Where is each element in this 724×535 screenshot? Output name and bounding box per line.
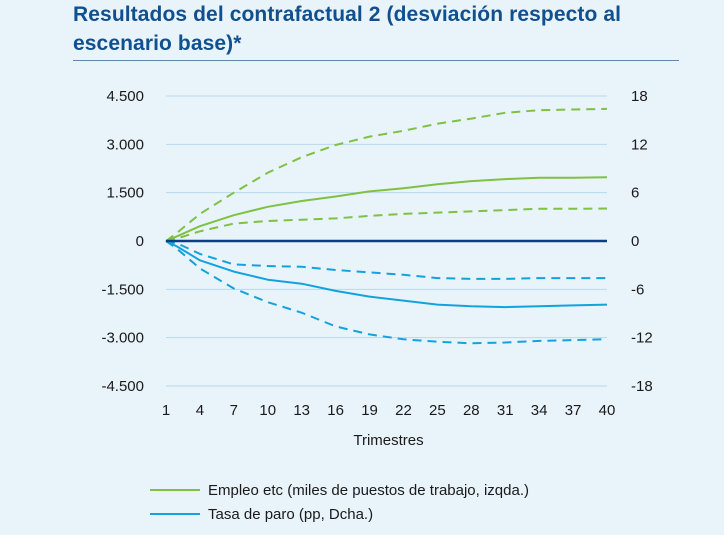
legend-label-paro: Tasa de paro (pp, Dcha.): [208, 505, 374, 523]
y-left-tick-label: 0: [136, 233, 144, 250]
x-tick-label: 4: [196, 402, 204, 419]
series-paro-upper-band: [165, 240, 607, 280]
x-tick-label: 10: [259, 402, 276, 419]
x-tick-label: 40: [599, 402, 616, 419]
x-tick-label: 31: [497, 402, 514, 419]
y-left-tick-label: 3.000: [106, 136, 144, 153]
chart-title: Resultados del contrafactual 2 (desviaci…: [73, 3, 622, 55]
series-empleo: [165, 176, 608, 242]
y-right-tick-label: -12: [631, 330, 653, 347]
y-right-tick-label: 6: [631, 185, 639, 202]
series-paro-lower-band: [165, 240, 608, 345]
legend-swatch-paro: [150, 513, 200, 515]
title-divider: [73, 60, 679, 61]
y-right-tick-label: 0: [631, 233, 639, 250]
legend-item-empleo: Empleo etc (miles de puestos de trabajo,…: [150, 478, 529, 502]
series-empleo-upper-band: [165, 107, 608, 242]
y-right-tick-label: -6: [631, 281, 644, 298]
y-right-tick-label: 12: [631, 136, 648, 153]
y-left-tick-label: 4.500: [106, 88, 144, 105]
chart-legend: Empleo etc (miles de puestos de trabajo,…: [150, 478, 529, 526]
y-right-tick-label: -18: [631, 378, 653, 395]
y-left-tick-label: -4.500: [101, 378, 144, 395]
x-tick-label: 7: [230, 402, 238, 419]
x-tick-label: 22: [395, 402, 412, 419]
y-left-tick-label: 1.500: [106, 185, 144, 202]
legend-swatch-empleo: [150, 489, 200, 491]
x-tick-label: 13: [293, 402, 310, 419]
x-tick-label: 37: [565, 402, 582, 419]
series-paro: [165, 240, 608, 309]
x-axis-title: Trimestres: [353, 432, 423, 449]
legend-label-empleo: Empleo etc (miles de puestos de trabajo,…: [208, 481, 529, 499]
x-tick-label: 34: [531, 402, 548, 419]
y-left-tick-label: -1.500: [101, 281, 144, 298]
x-tick-label: 1: [162, 402, 170, 419]
x-tick-label: 19: [361, 402, 378, 419]
legend-item-paro: Tasa de paro (pp, Dcha.): [150, 502, 529, 526]
x-tick-label: 25: [429, 402, 446, 419]
x-tick-label: 16: [327, 402, 344, 419]
y-left-tick-label: -3.000: [101, 330, 144, 347]
x-tick-label: 28: [463, 402, 480, 419]
y-right-tick-label: 18: [631, 88, 648, 105]
series-empleo-lower-band: [165, 207, 608, 242]
